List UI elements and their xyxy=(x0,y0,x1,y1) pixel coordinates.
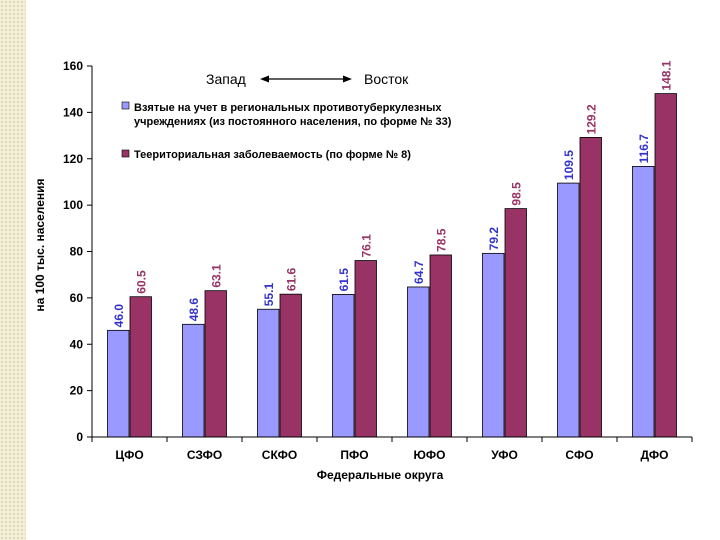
bar-chart: 0 20 40 60 80 100 120 140 160 ЦФО СЗФО СКФО ПФО ЮФО У… xyxy=(33,59,693,482)
x-tick-label: ДФО xyxy=(641,448,669,462)
data-label-series-2: 63.1 xyxy=(210,264,224,288)
legend-swatch-series-1 xyxy=(121,101,130,110)
chart-panel: 0 20 40 60 80 100 120 140 160 ЦФО СЗФО СКФО ПФО ЮФО У… xyxy=(26,0,720,540)
data-label-series-2: 148.1 xyxy=(660,60,674,90)
bar-series-1 xyxy=(182,323,205,438)
x-tick-label: ЮФО xyxy=(414,448,446,462)
bar-series-2 xyxy=(129,296,152,438)
legend-label-series-1-line-2: учреждениях (из постоянного населения, п… xyxy=(134,116,452,128)
annotation-west: Запад xyxy=(206,71,246,87)
data-label-series-1: 61.5 xyxy=(337,268,351,292)
y-tick-label: 160 xyxy=(63,59,83,73)
data-labels: 46.0 60.5 48.6 63.1 55.1 61.6 61.5 76.1 64.7 78.5… xyxy=(112,60,674,327)
bar-series-2 xyxy=(504,208,527,438)
data-label-series-1: 55.1 xyxy=(262,283,276,307)
bar-series-2 xyxy=(279,293,302,438)
y-tick-label: 60 xyxy=(70,291,84,305)
bar-series-1 xyxy=(557,182,580,438)
bar-series-2 xyxy=(654,93,677,438)
bar-series-1 xyxy=(257,308,280,438)
bar-series-1 xyxy=(407,286,430,438)
y-ticks: 0 20 40 60 80 100 120 140 160 xyxy=(63,59,92,444)
data-label-series-2: 61.6 xyxy=(285,267,299,291)
bar-series-2 xyxy=(429,254,452,438)
direction-annotation: Запад Восток xyxy=(206,71,409,87)
annotation-east: Восток xyxy=(364,71,409,87)
y-tick-label: 80 xyxy=(70,245,84,259)
arrow-right-icon xyxy=(343,75,352,83)
bar-series-1 xyxy=(632,166,655,438)
y-tick-label: 20 xyxy=(70,384,84,398)
data-label-series-2: 60.5 xyxy=(135,270,149,294)
bar-series-2 xyxy=(579,137,602,438)
y-tick-label: 100 xyxy=(63,198,83,212)
data-label-series-1: 79.2 xyxy=(487,227,501,251)
data-label-series-2: 76.1 xyxy=(360,234,374,258)
bars-layer xyxy=(107,93,677,438)
data-label-series-2: 129.2 xyxy=(585,104,599,134)
data-label-series-1: 46.0 xyxy=(112,304,126,328)
x-tick-label: СФО xyxy=(565,448,593,462)
x-tick-label: УФО xyxy=(491,448,518,462)
arrow-left-icon xyxy=(260,75,269,83)
data-label-series-1: 64.7 xyxy=(412,260,426,284)
bar-series-1 xyxy=(332,293,355,438)
legend-swatch-series-2 xyxy=(121,149,130,158)
bar-series-2 xyxy=(354,260,377,438)
data-label-series-1: 48.6 xyxy=(187,298,201,322)
y-tick-label: 140 xyxy=(63,105,83,119)
y-tick-label: 0 xyxy=(76,430,83,444)
x-axis-title: Федеральные округа xyxy=(317,468,444,482)
bar-series-2 xyxy=(204,290,227,438)
x-tick-label: ЦФО xyxy=(115,448,143,462)
bar-series-1 xyxy=(482,252,505,438)
data-label-series-1: 116.7 xyxy=(637,134,651,164)
data-label-series-2: 78.5 xyxy=(435,228,449,252)
y-tick-label: 40 xyxy=(70,337,84,351)
x-tick-label: СЗФО xyxy=(187,448,222,462)
x-tick-label: ПФО xyxy=(340,448,368,462)
data-label-series-2: 98.5 xyxy=(510,182,524,206)
y-axis-title: на 100 тыс. населения xyxy=(33,178,47,311)
data-label-series-1: 109.5 xyxy=(562,150,576,180)
bar-series-1 xyxy=(107,329,130,438)
legend-label-series-2: Теериториальная заболеваемость (по форме… xyxy=(134,149,411,161)
y-tick-label: 120 xyxy=(63,152,83,166)
x-tick-label: СКФО xyxy=(262,448,297,462)
legend-label-series-1-line-1: Взятые на учет в региональных противотуб… xyxy=(134,102,442,114)
x-ticks: ЦФО СЗФО СКФО ПФО ЮФО УФО СФО ДФО xyxy=(91,437,693,462)
legend: Взятые на учет в региональных противотуб… xyxy=(121,101,452,161)
